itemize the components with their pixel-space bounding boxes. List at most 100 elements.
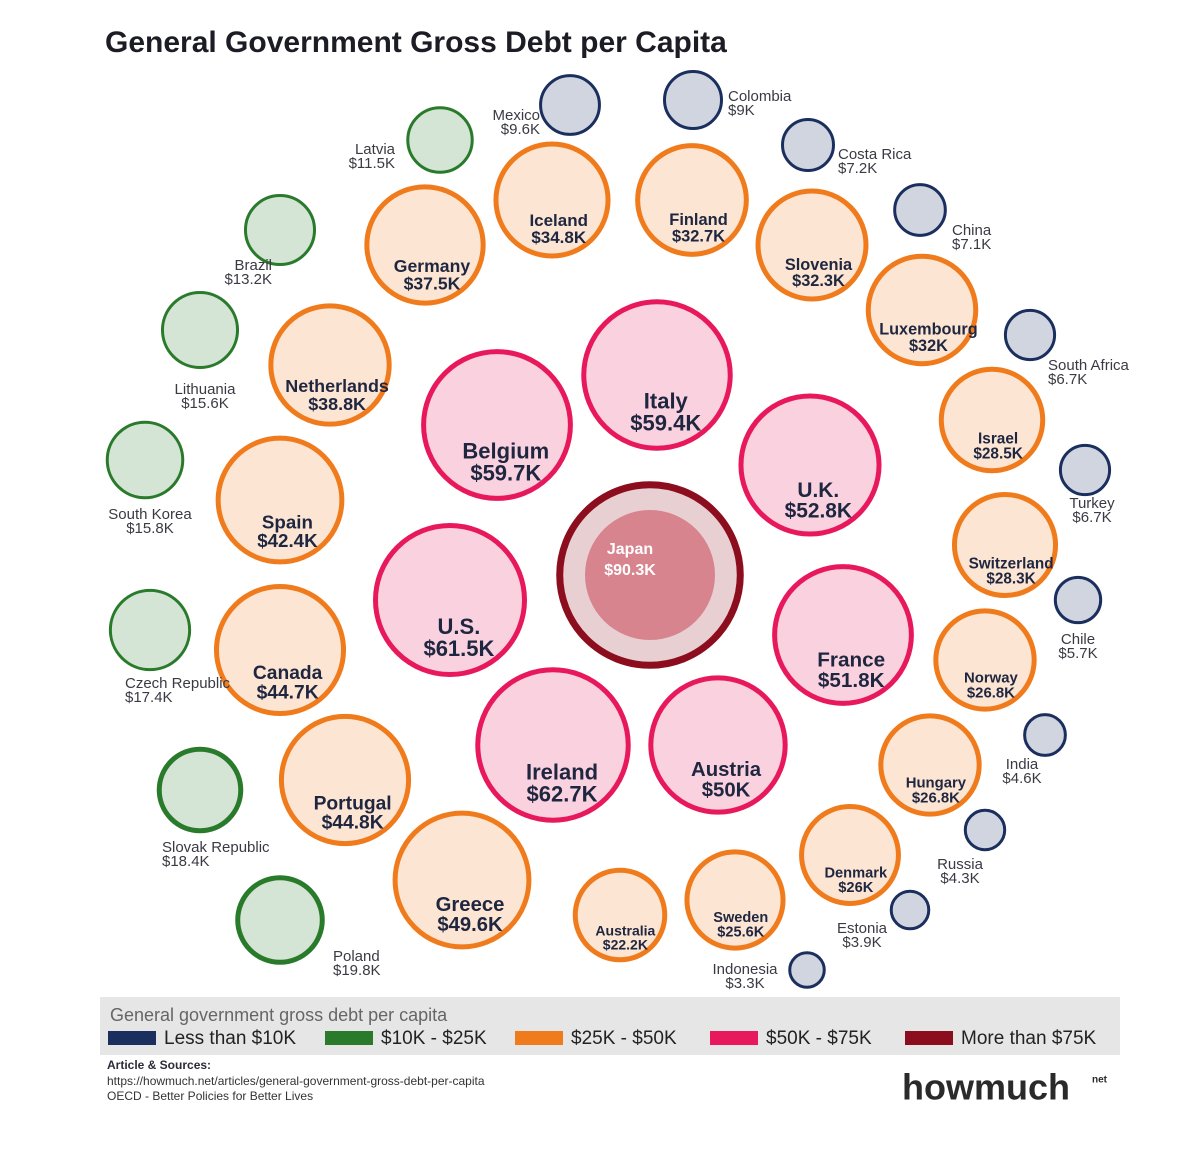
bubble	[156, 746, 244, 834]
legend-panel	[100, 997, 1120, 1055]
value-label: $18.4K	[162, 853, 210, 870]
bubble-label: Belgium	[462, 439, 549, 464]
bubble	[772, 564, 914, 706]
bubble-label: Italy	[644, 389, 689, 414]
bubble	[572, 867, 668, 963]
bubble-bg	[407, 107, 473, 173]
bubble-bg	[868, 256, 976, 364]
bubble	[364, 184, 486, 306]
bubble	[243, 193, 317, 267]
logo-suffix: net	[1092, 1075, 1108, 1086]
bubble-label: Ireland	[526, 759, 598, 784]
value-label: $4.6K	[1002, 770, 1041, 787]
bubble-bg	[218, 438, 342, 562]
bubble-label: Latvia	[355, 141, 396, 158]
bubble-bg	[237, 877, 323, 963]
value-label: $37.5K	[404, 273, 461, 293]
bubble	[105, 420, 185, 500]
value-label: $90.3K	[604, 562, 656, 579]
bubble	[160, 290, 240, 370]
bubble-bg	[375, 525, 525, 675]
bubble-label: Netherlands	[285, 376, 389, 396]
bubble	[799, 804, 901, 906]
bubble-label: Indonesia	[712, 961, 778, 978]
bubble-label: U.K.	[797, 479, 839, 502]
value-label: $62.7K	[527, 781, 598, 806]
bubble	[1003, 308, 1057, 362]
bubble-label: India	[1006, 756, 1039, 773]
bubble	[933, 608, 1037, 712]
bubble	[372, 522, 528, 678]
bubble-label: Russia	[937, 856, 984, 873]
bubble	[938, 366, 1046, 474]
bubble-bg	[216, 586, 344, 714]
legend-swatch	[108, 1031, 156, 1045]
bubble-bg	[395, 813, 529, 947]
bubble-bg	[270, 305, 390, 425]
bubble-label: Sweden	[713, 910, 768, 926]
bubble-label: Canada	[253, 663, 323, 684]
bubble-bg	[1055, 577, 1101, 623]
bubble-label: Luxembourg	[879, 321, 978, 339]
value-label: $28.3K	[986, 571, 1035, 588]
bubble	[963, 808, 1007, 852]
bubble-bg	[583, 301, 731, 449]
value-label: $61.5K	[423, 636, 494, 661]
bubble-label: Slovak Republic	[162, 839, 270, 856]
value-label: $6.7K	[1048, 371, 1087, 388]
bubble-bg	[159, 749, 241, 831]
bubble-bg	[1005, 310, 1055, 360]
value-label: $32K	[909, 337, 948, 355]
chart-title: General Government Gross Debt per Capita	[105, 26, 727, 59]
value-label: $17.4K	[125, 689, 173, 706]
value-label: $15.8K	[126, 520, 174, 537]
bubble-bg	[423, 351, 571, 499]
bubble	[781, 118, 835, 172]
legend-label: Less than $10K	[164, 1028, 296, 1049]
bubble	[475, 667, 631, 823]
bubble-bg	[1024, 714, 1066, 756]
bubble	[268, 303, 392, 427]
value-label: $4.3K	[940, 870, 979, 887]
bubble	[392, 810, 532, 950]
value-label: $11.5K	[349, 155, 395, 172]
bubble	[108, 588, 192, 672]
bubble	[684, 849, 786, 951]
value-label: $50K	[702, 779, 751, 801]
value-label: $28.5K	[973, 446, 1023, 463]
bubble-label: Lithuania	[175, 381, 237, 398]
bubble-label: Estonia	[837, 920, 888, 937]
value-label: $49.6K	[437, 914, 503, 936]
value-label: $25.6K	[717, 925, 764, 941]
bubble-label: Austria	[691, 759, 762, 781]
legend-swatch	[325, 1031, 373, 1045]
bubble-label: U.S.	[438, 614, 481, 639]
bubble-bg	[110, 590, 190, 670]
bubble	[889, 889, 931, 931]
legend-label: More than $75K	[961, 1028, 1097, 1049]
bubble-bg	[782, 119, 834, 171]
bubble-bg	[107, 422, 183, 498]
bubble	[865, 253, 979, 367]
bubble	[635, 143, 749, 257]
bubble-label: Mexico	[492, 107, 540, 124]
bubble-bg	[1060, 445, 1110, 495]
bubble	[663, 70, 723, 130]
bubble	[493, 141, 611, 259]
bubble	[406, 106, 474, 174]
bubble	[539, 74, 601, 136]
bubble-label: Slovenia	[785, 256, 853, 274]
value-label: $7.2K	[838, 160, 877, 177]
bubble-bg	[686, 851, 784, 949]
bubble-bg	[540, 75, 600, 135]
bubble-bg	[935, 610, 1035, 710]
value-label: $19.8K	[333, 962, 381, 979]
bubble	[278, 713, 412, 847]
bubble-label: Norway	[964, 671, 1019, 687]
bubble-bg	[281, 716, 409, 844]
bubble	[893, 183, 947, 237]
bubble-label: Chile	[1061, 631, 1095, 648]
bubble-bg	[477, 669, 629, 821]
bubble-core	[585, 510, 715, 640]
